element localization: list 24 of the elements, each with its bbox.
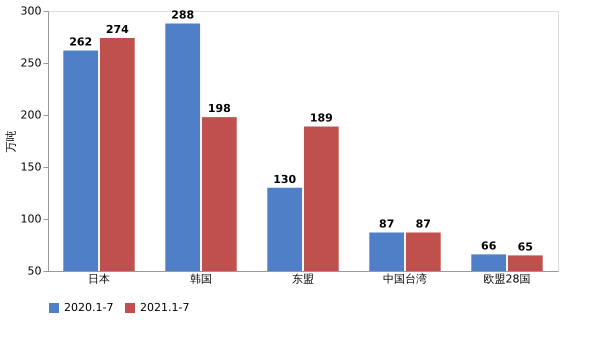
x-tick-label: 中国台湾: [383, 272, 427, 286]
legend-label: 2020.1-7: [64, 301, 114, 314]
y-tick-label: 250: [20, 56, 42, 70]
x-tick-label: 欧盟28国: [484, 272, 530, 286]
data-label: 130: [273, 172, 297, 186]
data-label: 262: [69, 36, 92, 49]
data-label: 288: [171, 8, 194, 22]
y-tick-label: 300: [20, 4, 42, 18]
y-tick-label: 100: [20, 212, 42, 226]
y-tick-label: 50: [28, 264, 42, 278]
data-label: 66: [481, 239, 497, 252]
data-label: 65: [518, 240, 533, 254]
y-tick-label: 150: [20, 160, 42, 174]
x-tick-label: 韩国: [190, 272, 212, 286]
data-label: 87: [416, 218, 431, 231]
data-label: 189: [310, 111, 333, 124]
x-tick-label: 东盟: [292, 272, 314, 286]
data-label: 198: [208, 102, 231, 116]
x-tick-label: 日本: [88, 272, 110, 286]
y-axis-title: 万吨: [4, 130, 18, 152]
data-label: 274: [106, 23, 130, 36]
legend-label: 2021.1-7: [140, 301, 190, 314]
data-label: 87: [379, 218, 394, 231]
y-tick-label: 200: [20, 108, 42, 122]
